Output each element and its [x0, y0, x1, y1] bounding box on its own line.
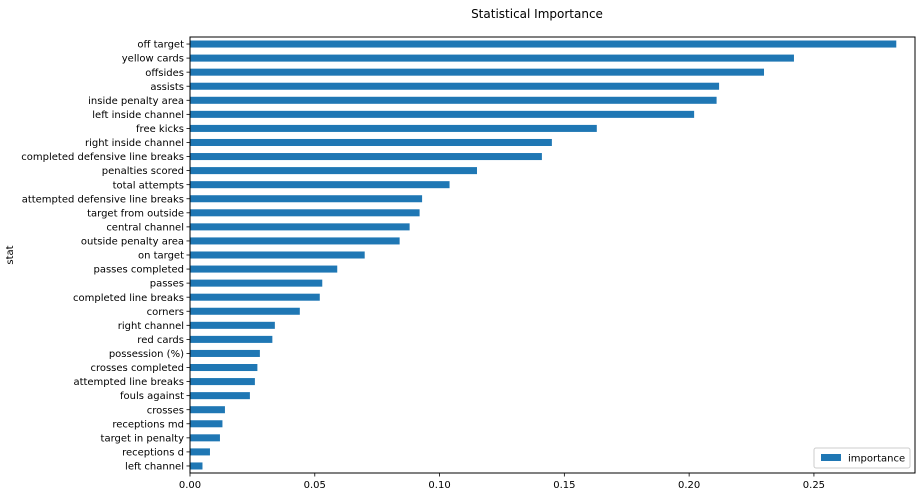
bar — [190, 82, 720, 90]
y-tick-label: target from outside — [87, 208, 184, 219]
bar — [190, 138, 552, 146]
y-tick-label: crosses completed — [90, 363, 184, 374]
bar — [190, 181, 450, 189]
y-tick-group: off target yellow cards offsides assists ins… — [21, 40, 190, 473]
bar — [190, 195, 423, 203]
x-tick-group: 0.00 0.05 0.10 0.15 0.20 0.25 — [179, 473, 825, 491]
legend-box — [813, 447, 911, 469]
y-tick-label: on target — [138, 251, 184, 262]
bar — [190, 223, 410, 231]
plot-frame — [189, 36, 916, 474]
y-tick-label: outside penalty area — [81, 237, 184, 248]
bar — [190, 434, 220, 442]
bar — [190, 293, 320, 301]
bar — [190, 378, 255, 386]
legend-swatch — [821, 454, 841, 461]
x-tick-label: 0.05 — [304, 480, 326, 491]
y-tick-label: left channel — [125, 462, 184, 473]
legend-label: importance — [848, 454, 905, 465]
y-tick-label: target in penalty — [101, 433, 185, 444]
y-tick-label: offsides — [145, 68, 184, 79]
y-tick-label: free kicks — [136, 124, 184, 135]
bar — [190, 448, 210, 456]
y-tick-label: penalties scored — [102, 166, 184, 177]
y-tick-label: assists — [150, 82, 184, 93]
bar — [190, 279, 323, 287]
y-tick-label: completed defensive line breaks — [21, 152, 184, 163]
y-tick-label: off target — [137, 40, 184, 51]
bar — [190, 251, 365, 259]
y-tick-label: receptions d — [122, 448, 184, 459]
y-tick-label: receptions md — [112, 419, 184, 430]
bar — [190, 209, 420, 217]
bar — [190, 167, 478, 175]
y-tick-label: inside penalty area — [88, 96, 184, 107]
bar — [190, 54, 794, 62]
bar — [190, 392, 250, 400]
bar — [190, 68, 765, 76]
bar-group — [190, 40, 897, 470]
x-tick-label: 0.25 — [803, 480, 825, 491]
bar — [190, 406, 225, 414]
y-tick-label: yellow cards — [122, 54, 184, 65]
bar — [190, 124, 597, 132]
x-tick-label: 0.15 — [553, 480, 575, 491]
y-tick-label: attempted defensive line breaks — [22, 194, 184, 205]
chart-title: Statistical Importance — [471, 7, 603, 21]
y-tick-label: total attempts — [113, 180, 184, 191]
bar — [190, 349, 260, 357]
y-tick-label: right channel — [118, 321, 184, 332]
legend: importance — [813, 447, 911, 469]
bar — [190, 153, 542, 161]
y-tick-label: central channel — [106, 222, 184, 233]
y-axis-label: stat — [5, 245, 16, 264]
y-tick-label: crosses — [147, 405, 184, 416]
y-tick-label: possession (%) — [109, 349, 184, 360]
x-tick-label: 0.20 — [678, 480, 700, 491]
bar — [190, 462, 203, 470]
bar — [190, 420, 223, 428]
bar — [190, 237, 400, 245]
x-tick-label: 0.00 — [179, 480, 201, 491]
bar — [190, 40, 897, 48]
y-tick-label: passes completed — [94, 265, 185, 276]
bar — [190, 96, 717, 104]
y-tick-label: passes — [150, 279, 184, 290]
y-tick-label: attempted line breaks — [73, 377, 184, 388]
y-tick-label: red cards — [137, 335, 184, 346]
y-tick-label: left inside channel — [92, 110, 184, 121]
y-tick-label: fouls against — [120, 391, 184, 402]
bar — [190, 307, 300, 315]
bar — [190, 265, 338, 273]
y-tick-label: completed line breaks — [73, 293, 184, 304]
bar — [190, 110, 695, 118]
x-tick-label: 0.10 — [428, 480, 450, 491]
bar — [190, 321, 275, 329]
y-tick-label: right inside channel — [85, 138, 184, 149]
bar — [190, 364, 258, 372]
y-tick-label: corners — [147, 307, 184, 318]
bar — [190, 335, 273, 343]
